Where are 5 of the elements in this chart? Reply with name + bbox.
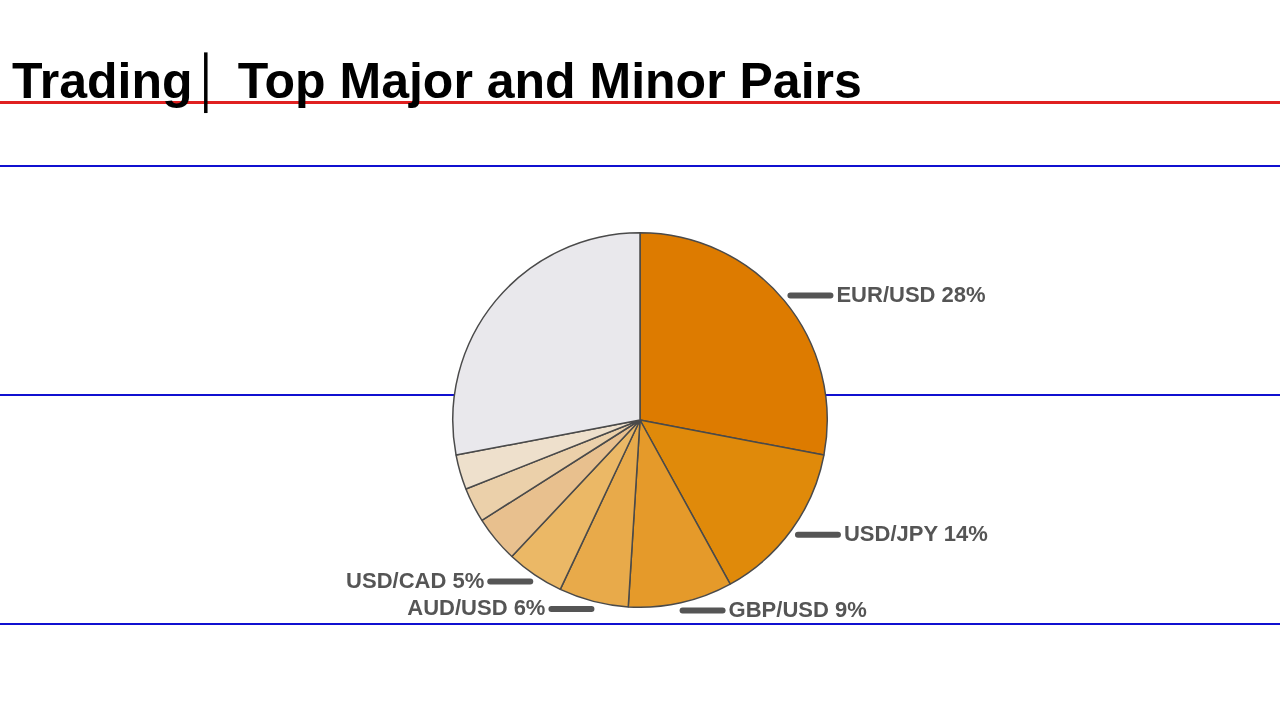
slice-label: USD/JPY 14%: [843, 520, 988, 546]
slice-label: USD/CAD 5%: [346, 567, 485, 593]
slice-label: AUD/USD 6%: [407, 595, 546, 621]
slice-label: EUR/USD 28%: [836, 281, 986, 307]
slice-label: GBP/USD 9%: [728, 596, 867, 622]
